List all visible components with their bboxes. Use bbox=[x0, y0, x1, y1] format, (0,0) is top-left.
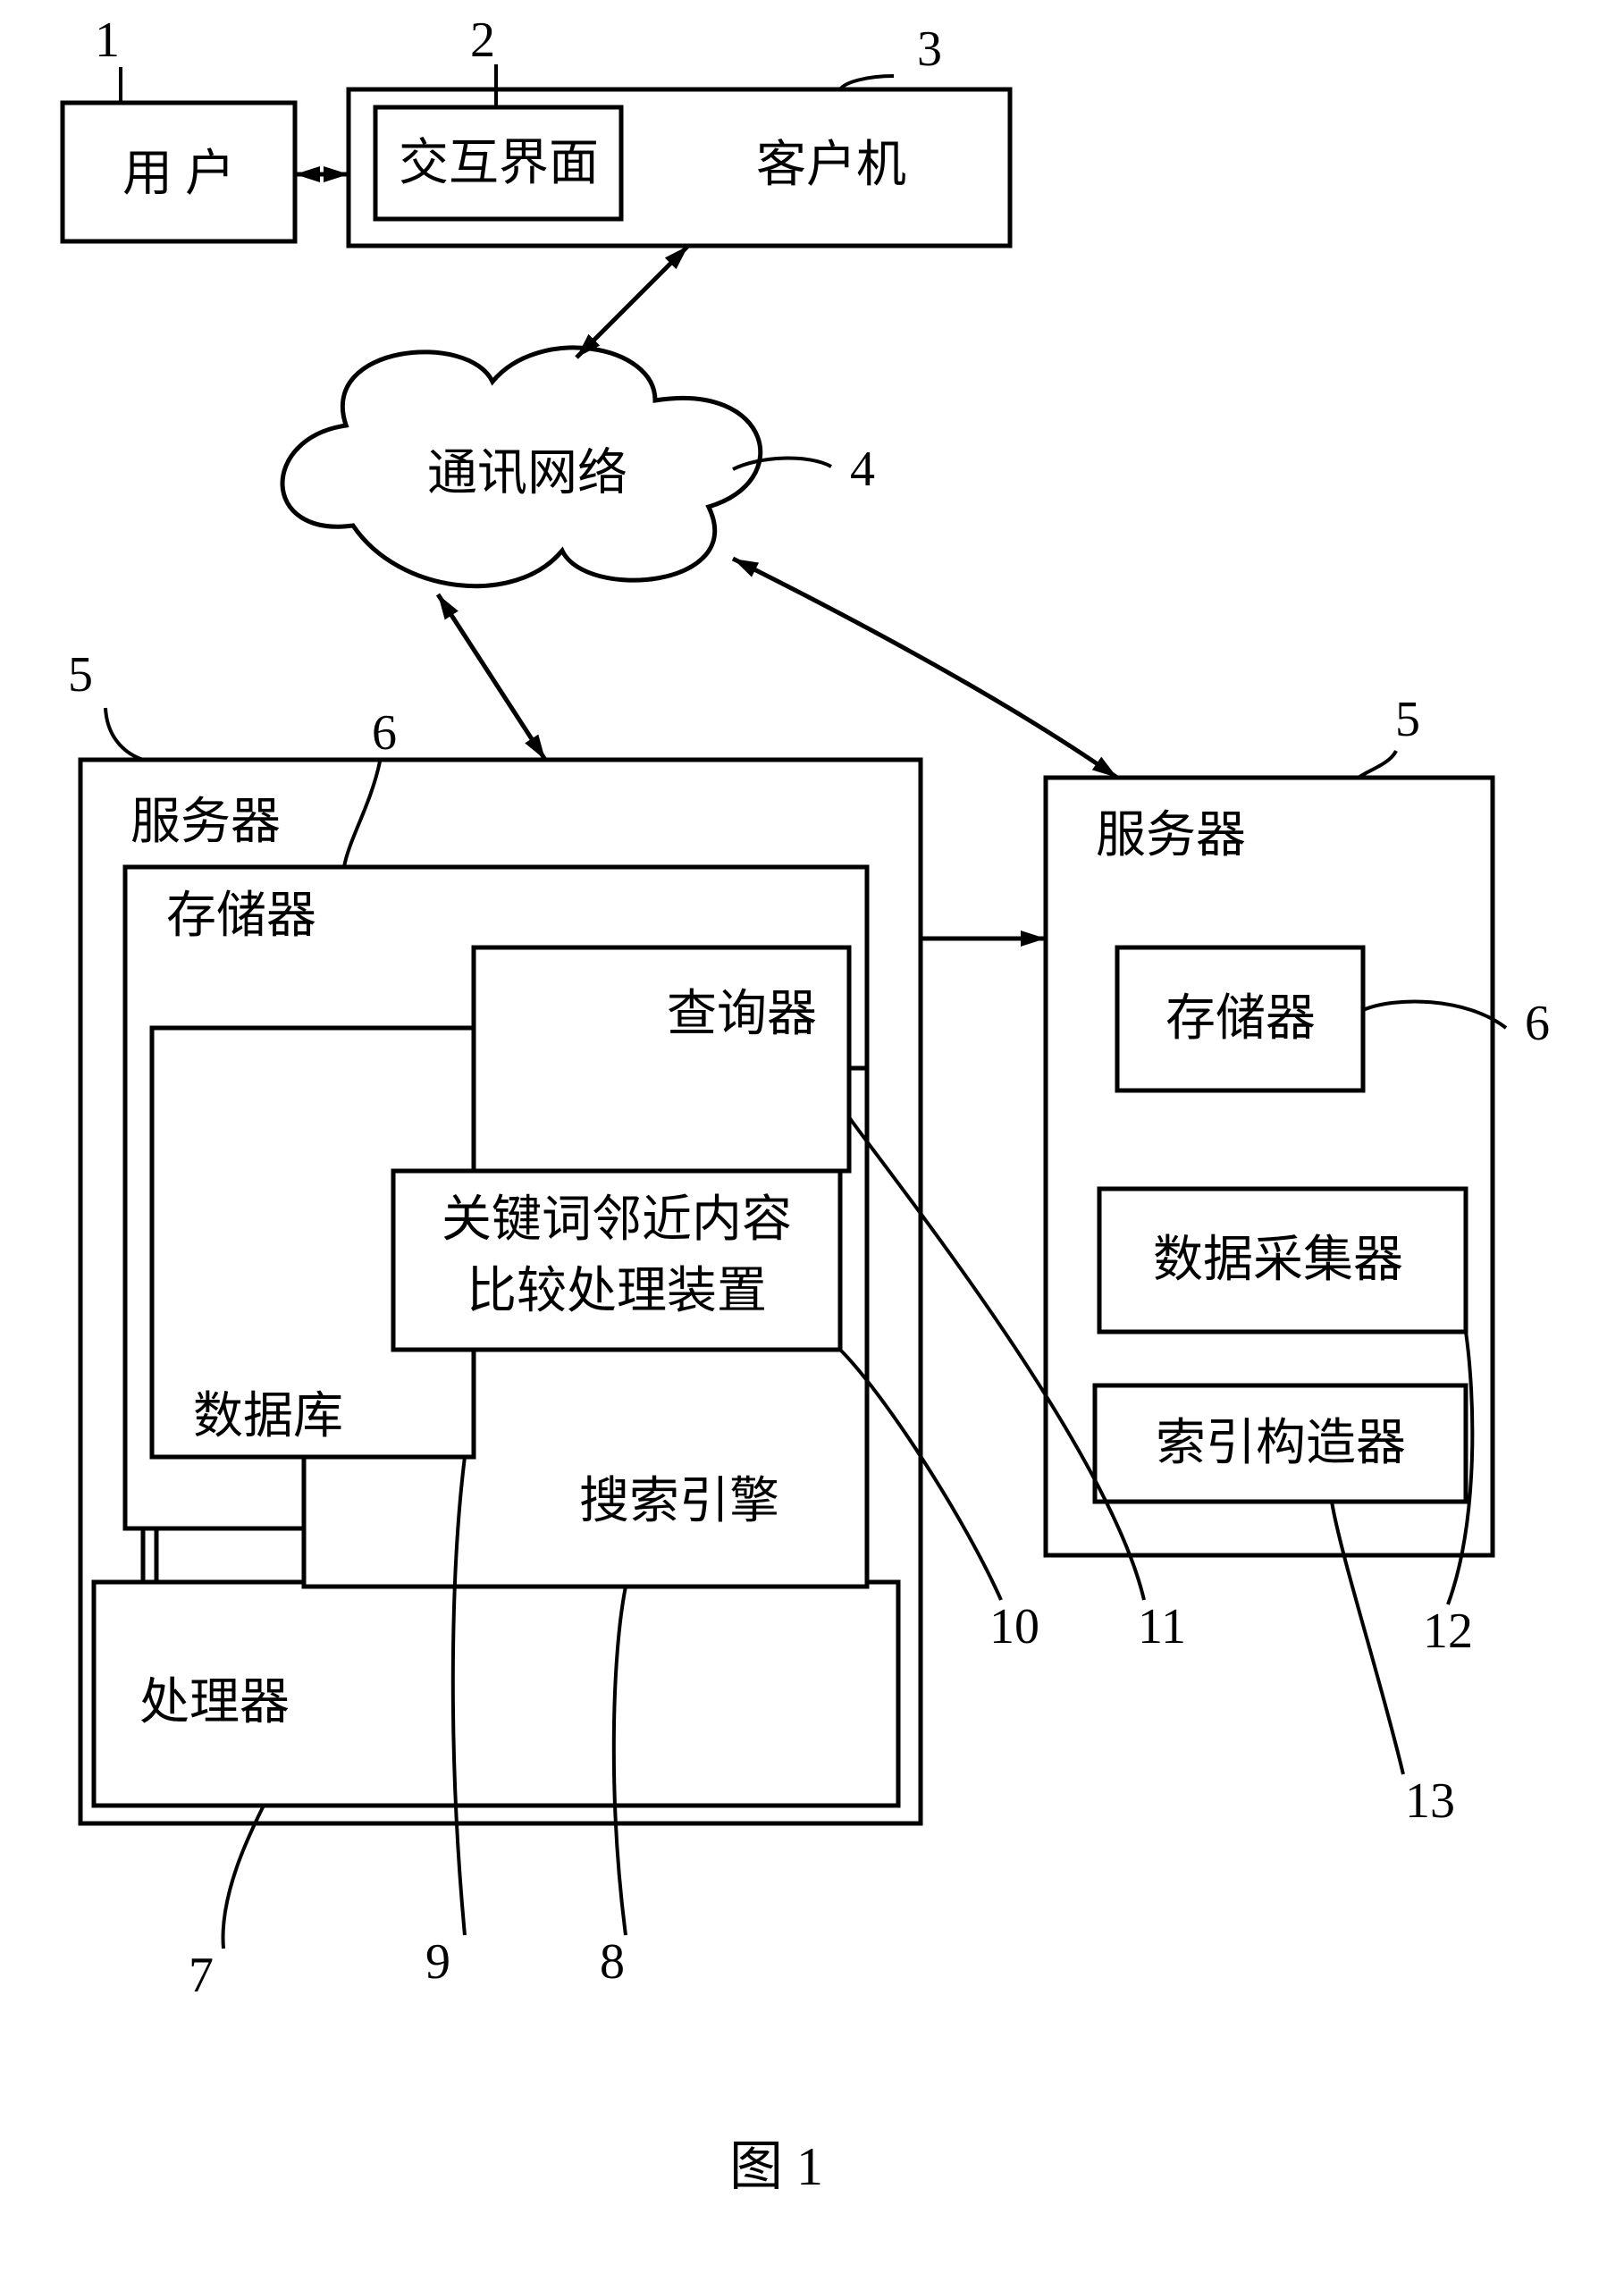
svg-text:用 户: 用 户 bbox=[122, 147, 235, 202]
svg-text:交互界面: 交互界面 bbox=[399, 136, 599, 191]
svg-text:索引构造器: 索引构造器 bbox=[1156, 1416, 1406, 1471]
svg-text:13: 13 bbox=[1405, 1773, 1455, 1829]
svg-text:8: 8 bbox=[600, 1934, 625, 1990]
svg-text:数据采集器: 数据采集器 bbox=[1153, 1233, 1403, 1288]
svg-text:搜索引擎: 搜索引擎 bbox=[579, 1474, 779, 1529]
svg-text:存储器: 存储器 bbox=[166, 888, 316, 944]
svg-text:关键词邻近内容: 关键词邻近内容 bbox=[442, 1192, 792, 1248]
svg-text:4: 4 bbox=[850, 442, 875, 497]
svg-text:10: 10 bbox=[989, 1599, 1039, 1654]
svg-text:12: 12 bbox=[1423, 1604, 1473, 1659]
svg-text:1: 1 bbox=[95, 13, 120, 68]
svg-text:7: 7 bbox=[189, 1948, 214, 2003]
svg-text:11: 11 bbox=[1138, 1599, 1186, 1654]
svg-text:5: 5 bbox=[1395, 692, 1420, 747]
svg-text:5: 5 bbox=[68, 647, 93, 703]
svg-text:通讯网络: 通讯网络 bbox=[427, 446, 627, 501]
svg-text:图 1: 图 1 bbox=[729, 2137, 823, 2196]
svg-text:查询器: 查询器 bbox=[667, 987, 817, 1042]
svg-text:9: 9 bbox=[425, 1934, 450, 1990]
svg-text:数据库: 数据库 bbox=[193, 1389, 343, 1444]
svg-text:2: 2 bbox=[470, 13, 495, 68]
svg-text:6: 6 bbox=[372, 705, 397, 761]
svg-text:6: 6 bbox=[1525, 996, 1550, 1051]
svg-text:服务器: 服务器 bbox=[1096, 808, 1246, 863]
svg-text:客户机: 客户机 bbox=[756, 138, 906, 193]
svg-text:服务器: 服务器 bbox=[130, 795, 281, 850]
svg-text:处理器: 处理器 bbox=[139, 1675, 290, 1730]
svg-text:存储器: 存储器 bbox=[1165, 991, 1316, 1047]
svg-text:3: 3 bbox=[917, 21, 942, 77]
svg-text:比较处理装置: 比较处理装置 bbox=[467, 1264, 767, 1319]
